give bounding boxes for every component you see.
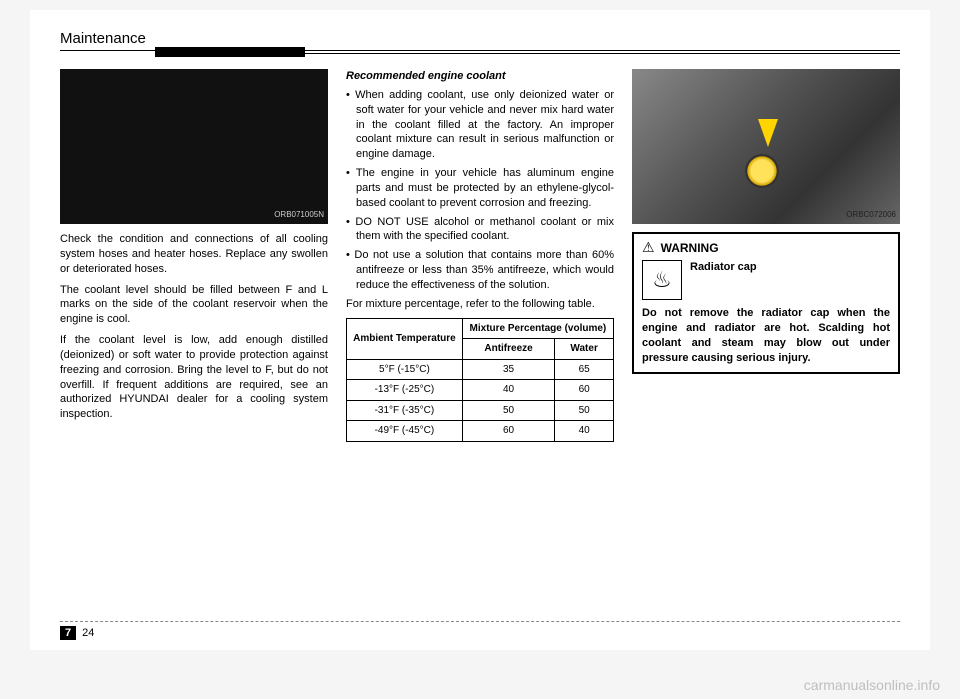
column-2: Recommended engine coolant When adding c… bbox=[346, 69, 614, 442]
subheading: Recommended engine coolant bbox=[346, 69, 614, 84]
warning-label: WARNING bbox=[661, 240, 719, 256]
image-caption: ORBC072006 bbox=[846, 210, 896, 221]
table-cell: 65 bbox=[555, 359, 614, 380]
table-cell: 35 bbox=[462, 359, 554, 380]
paragraph: The coolant level should be filled betwe… bbox=[60, 283, 328, 328]
mixture-table: Ambient Temperature Mixture Percentage (… bbox=[346, 318, 614, 442]
list-item: DO NOT USE alcohol or methanol coolant o… bbox=[346, 215, 614, 245]
table-cell: 60 bbox=[555, 380, 614, 401]
bullet-list: When adding coolant, use only deionized … bbox=[346, 88, 614, 293]
coolant-reservoir-image: ORB071005N bbox=[60, 69, 328, 224]
page-number: 24 bbox=[82, 627, 94, 639]
warning-title: Radiator cap bbox=[690, 260, 757, 275]
table-row: -13°F (-25°C) 40 60 bbox=[347, 380, 614, 401]
table-row: 5°F (-15°C) 35 65 bbox=[347, 359, 614, 380]
table-header: Ambient Temperature bbox=[347, 318, 463, 359]
warning-box: ⚠ WARNING ♨ Radiator cap Do not remove t… bbox=[632, 232, 900, 374]
table-header: Antifreeze bbox=[462, 339, 554, 360]
table-cell: 40 bbox=[462, 380, 554, 401]
warning-triangle-icon: ⚠ bbox=[642, 240, 655, 254]
chapter-number: 7 bbox=[60, 626, 76, 640]
table-row: -31°F (-35°C) 50 50 bbox=[347, 400, 614, 421]
warning-body: Do not remove the radiator cap when the … bbox=[642, 306, 890, 365]
watermark: carmanualsonline.info bbox=[804, 677, 940, 693]
table-cell: 50 bbox=[462, 400, 554, 421]
table-header: Mixture Percentage (volume) bbox=[462, 318, 613, 339]
image-caption: ORB071005N bbox=[274, 210, 324, 221]
table-cell: 5°F (-15°C) bbox=[347, 359, 463, 380]
column-1: ORB071005N Check the condition and conne… bbox=[60, 69, 328, 442]
column-3: ORBC072006 ⚠ WARNING ♨ Radiator cap Do n… bbox=[632, 69, 900, 442]
table-cell: 40 bbox=[555, 421, 614, 442]
page-footer: 7 24 bbox=[60, 621, 900, 640]
header-rule bbox=[200, 53, 900, 54]
table-row: -49°F (-45°C) 60 40 bbox=[347, 421, 614, 442]
list-item: Do not use a solution that contains more… bbox=[346, 248, 614, 293]
engine-bay-image: ORBC072006 bbox=[632, 69, 900, 224]
table-cell: -49°F (-45°C) bbox=[347, 421, 463, 442]
page-header: Maintenance bbox=[60, 30, 900, 51]
list-item: When adding coolant, use only deionized … bbox=[346, 88, 614, 162]
section-title: Maintenance bbox=[60, 30, 146, 47]
table-cell: -13°F (-25°C) bbox=[347, 380, 463, 401]
table-cell: 50 bbox=[555, 400, 614, 421]
table-header: Water bbox=[555, 339, 614, 360]
paragraph: For mixture percentage, refer to the fol… bbox=[346, 297, 614, 312]
header-accent bbox=[155, 47, 305, 57]
paragraph: If the coolant level is low, add enough … bbox=[60, 333, 328, 422]
table-cell: 60 bbox=[462, 421, 554, 442]
table-cell: -31°F (-35°C) bbox=[347, 400, 463, 421]
radiator-cap-icon: ♨ bbox=[642, 260, 682, 300]
list-item: The engine in your vehicle has aluminum … bbox=[346, 166, 614, 211]
paragraph: Check the condition and connections of a… bbox=[60, 232, 328, 277]
